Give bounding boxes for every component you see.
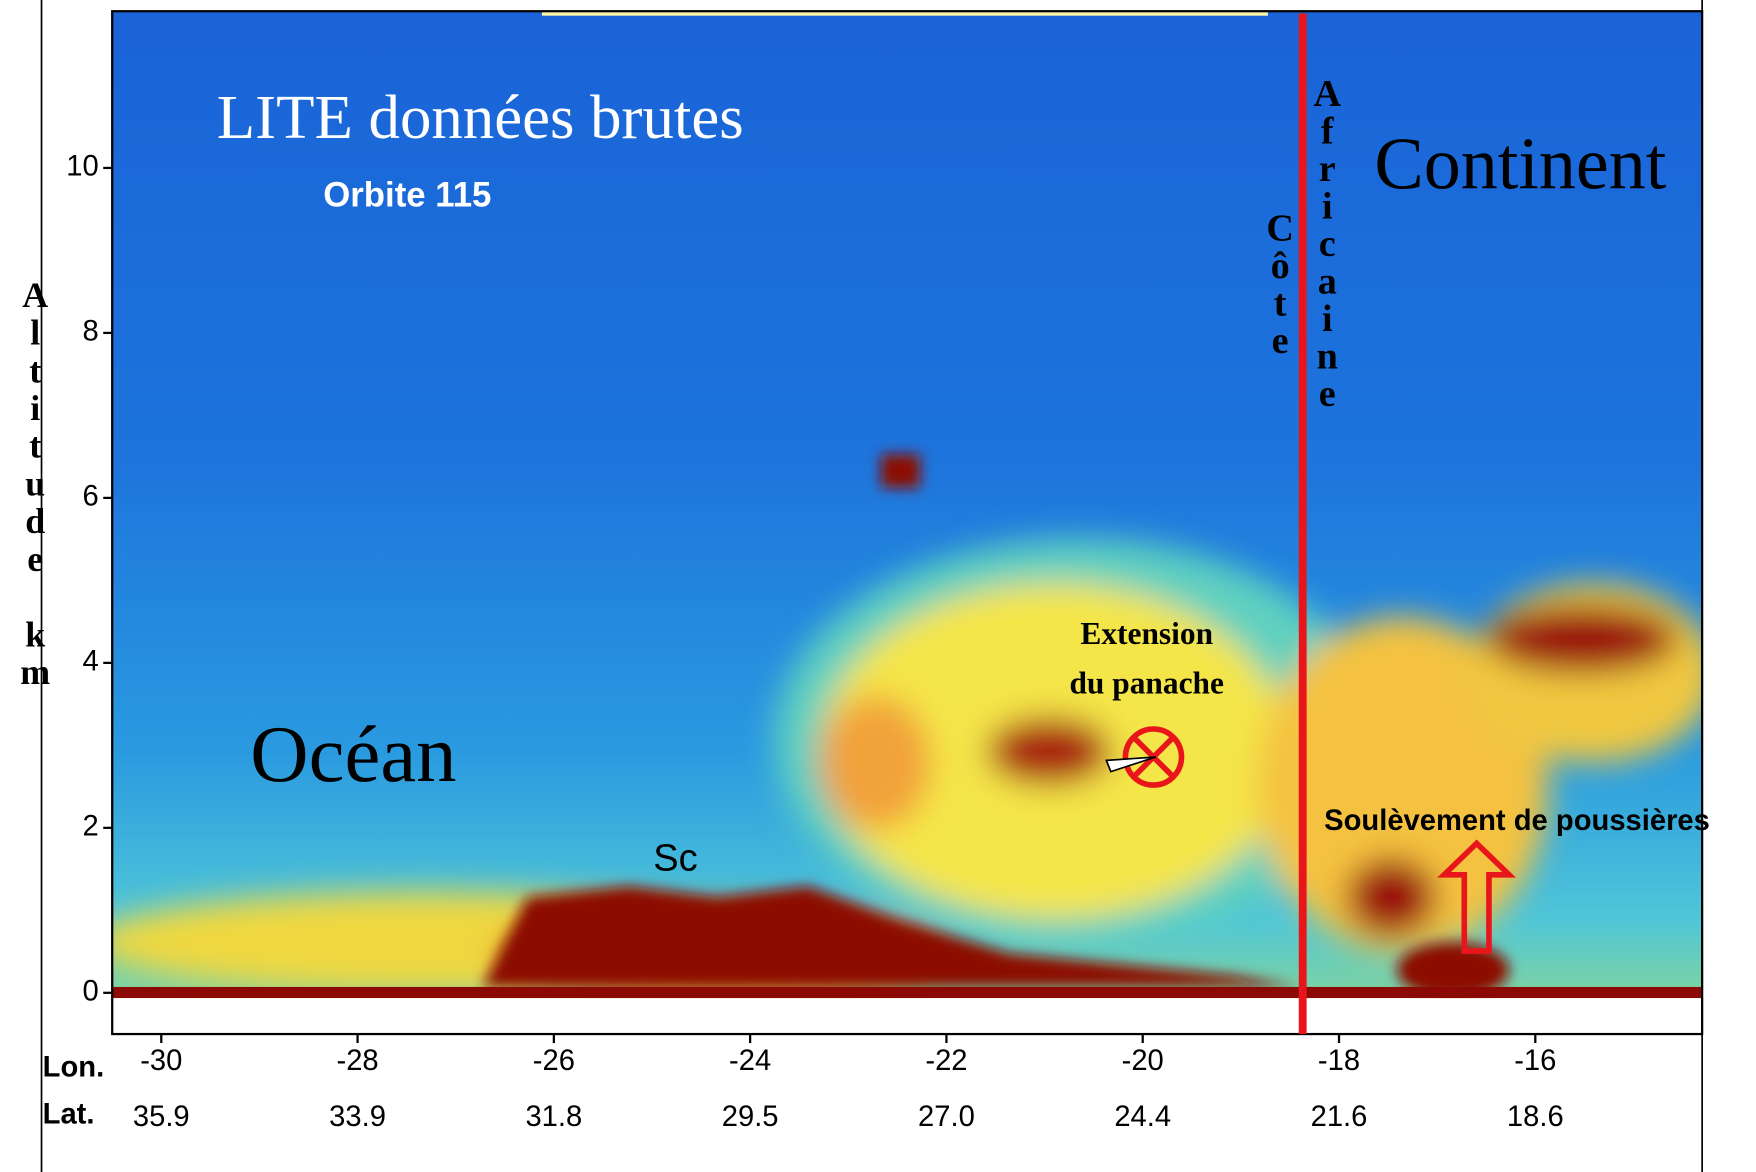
chart-subtitle: Orbite 115 [323,177,491,215]
continent-label: Continent [1374,124,1666,206]
x-tick-label: -22 [925,1045,967,1077]
plume-label: Extension [1080,616,1213,651]
chart-title: LITE données brutes [217,82,744,152]
x2-tick-label: 27.0 [918,1101,975,1133]
x2-tick-label: 31.8 [525,1101,582,1133]
uplift-arrow [1437,839,1517,954]
dust-label: Soulèvement de poussières [1324,805,1710,837]
surface [112,986,1703,999]
x-tick-label: -24 [729,1045,771,1077]
x-tick-label: -30 [140,1045,182,1077]
y-tick-label: 4 [83,646,99,678]
x2-axis-label: Lat. [43,1099,95,1131]
y-tick-label: 0 [83,976,99,1008]
plume-symbol [1105,726,1185,788]
y-tick-label: 10 [66,151,98,183]
x-tick-label: -16 [1514,1045,1556,1077]
y-axis-label: Altitude km [15,275,55,690]
low-clouds [482,454,1510,999]
coast-label: Côte [1259,207,1301,357]
y-tick-label: 6 [83,481,99,513]
plume-label: du panache [1069,666,1224,701]
x-tick-label: -20 [1122,1045,1164,1077]
x2-tick-label: 33.9 [329,1101,386,1133]
ocean-label: Océan [250,710,456,799]
x-axis-label: Lon. [43,1052,105,1084]
lidar-image [112,11,1703,1035]
sc-label: Sc [653,836,698,879]
x2-tick-label: 21.6 [1311,1101,1368,1133]
x-tick-label: -28 [336,1045,378,1077]
x2-tick-label: 35.9 [133,1101,190,1133]
top-strip [541,11,1268,16]
x2-tick-label: 18.6 [1507,1101,1564,1133]
x-tick-label: -26 [533,1045,575,1077]
below-surface [112,998,1703,1035]
y-tick-label: 2 [83,811,99,843]
x-tick-label: -18 [1318,1045,1360,1077]
x2-tick-label: 29.5 [722,1101,779,1133]
african-label: Africaine [1306,73,1348,411]
plot-frame [111,10,1704,1036]
x2-tick-label: 24.4 [1114,1101,1171,1133]
y-tick-label: 8 [83,316,99,348]
